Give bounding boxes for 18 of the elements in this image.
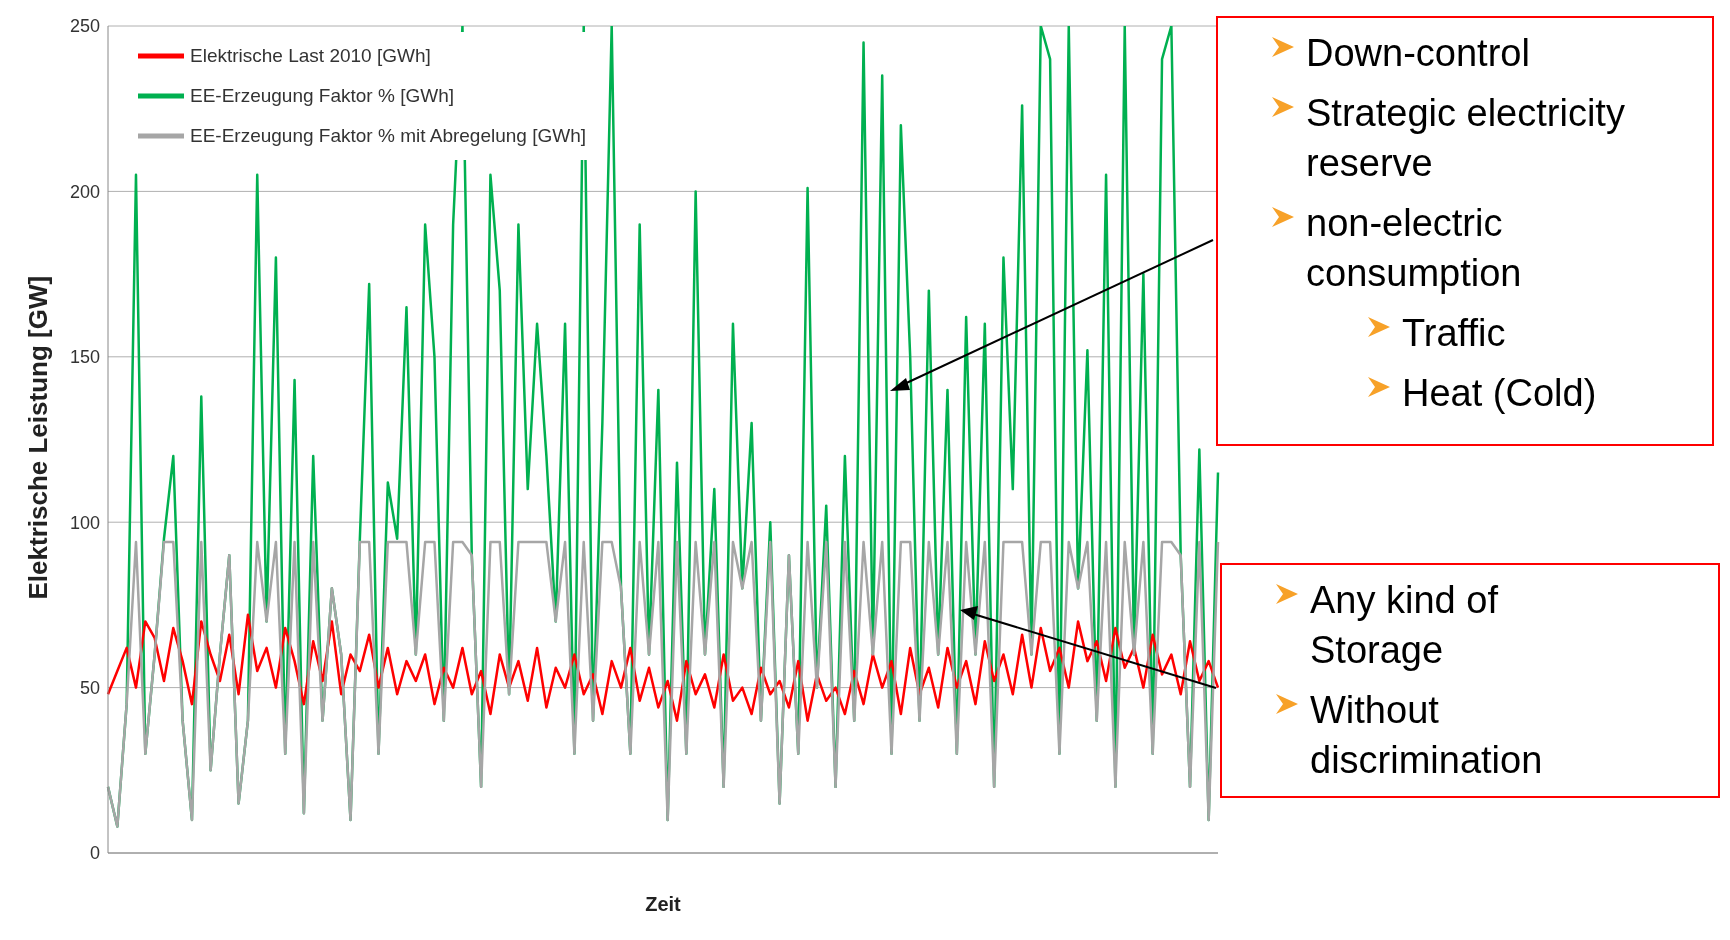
legend-label: EE-Erzeugung Faktor % [GWh] — [190, 85, 454, 107]
text: Any kind of Storage — [1310, 578, 1499, 673]
y-tick-label: 50 — [79, 677, 100, 698]
text: Heat (Cold) — [1402, 371, 1597, 416]
y-tick-label: 150 — [69, 347, 100, 368]
y-tick-label: 0 — [89, 843, 100, 864]
text: Down-control — [1306, 31, 1530, 76]
y-axis-title: Elektrische Leistung [GW] — [23, 275, 54, 600]
line-series — [106, 540, 1220, 828]
y-tick-label: 100 — [69, 512, 100, 533]
legend-label: Elektrische Last 2010 [GWh] — [190, 45, 431, 67]
x-axis-title: Zeit — [645, 893, 682, 915]
y-tick-label: 200 — [69, 181, 100, 202]
text: Without discrimination — [1310, 688, 1544, 783]
text: Traffic — [1402, 311, 1506, 356]
legend-label: EE-Erzeugung Faktor % mit Abregelung [GWh] — [190, 125, 587, 147]
text: non-electric consumption — [1306, 201, 1523, 296]
y-tick-label: 250 — [69, 16, 100, 37]
